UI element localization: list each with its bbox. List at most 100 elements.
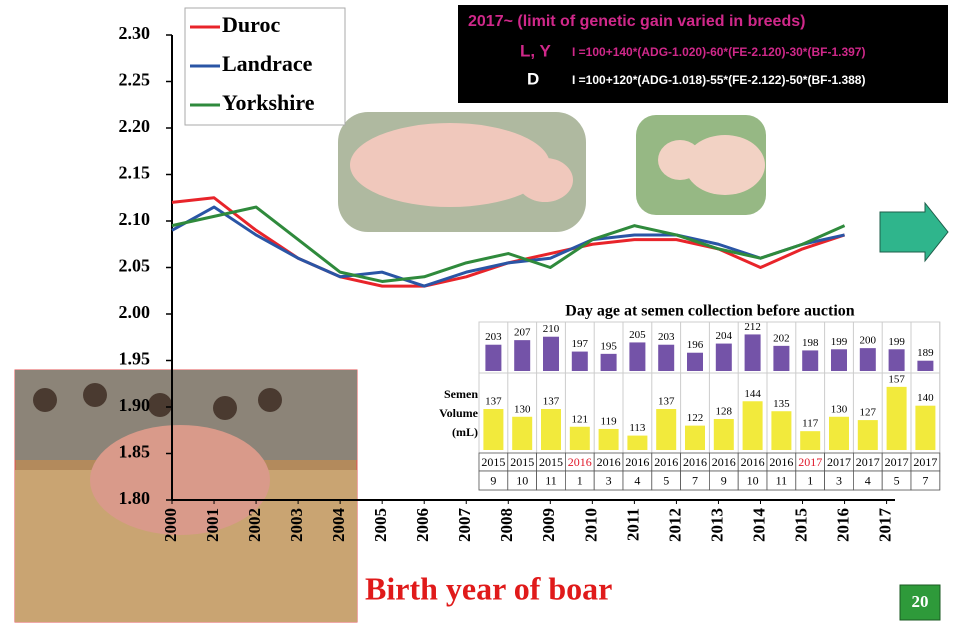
y-tick-label: 1.85: [119, 442, 151, 462]
bar-value-label: 128: [716, 406, 733, 418]
month-label: 1: [577, 473, 583, 487]
month-label: 11: [545, 473, 557, 487]
chart: 1.801.851.901.952.002.052.102.152.202.25…: [0, 0, 957, 625]
legend-label: Duroc: [222, 12, 280, 37]
bar-value-label: 113: [629, 422, 646, 434]
bar-value-label: 199: [888, 336, 905, 348]
series-label: Semen Volume (mL): [412, 385, 478, 442]
x-tick-label: 2002: [245, 508, 264, 542]
bar: [627, 436, 647, 450]
bar: [541, 409, 561, 450]
bar-value-label: 202: [773, 332, 790, 344]
y-tick-label: 2.10: [119, 209, 151, 229]
x-tick-label: 2011: [623, 508, 642, 541]
bar: [572, 352, 588, 371]
x-tick-label: 2006: [413, 508, 432, 542]
year-label: 2016: [741, 455, 765, 469]
bar: [685, 426, 705, 450]
breed-label: D: [527, 69, 539, 88]
year-label: 2016: [654, 455, 678, 469]
inset-title: Day age at semen collection before aucti…: [565, 303, 855, 320]
bar: [543, 337, 559, 371]
bar: [800, 431, 820, 450]
year-label: 2017: [827, 455, 851, 469]
bar-value-label: 203: [485, 331, 502, 343]
x-tick-label: 2013: [707, 508, 726, 542]
bar-value-label: 212: [744, 321, 761, 333]
x-tick-label: 2009: [539, 508, 558, 542]
bar-value-label: 121: [572, 413, 589, 425]
bar-value-label: 199: [831, 336, 848, 348]
bar: [599, 429, 619, 450]
bar: [483, 409, 503, 450]
year-label: 2016: [625, 455, 649, 469]
bar: [658, 345, 674, 371]
bar: [889, 349, 905, 371]
y-tick-label: 2.15: [119, 163, 151, 183]
bar-value-label: 200: [860, 335, 877, 347]
bar: [773, 346, 789, 371]
x-tick-label: 2010: [581, 508, 600, 542]
bar: [687, 353, 703, 371]
bar-value-label: 117: [802, 418, 819, 430]
bar-value-label: 135: [773, 398, 790, 410]
bar: [771, 411, 791, 450]
bar-value-label: 127: [860, 407, 877, 419]
bar-value-label: 204: [716, 330, 733, 342]
bar: [915, 406, 935, 450]
month-label: 11: [776, 473, 788, 487]
year-label: 2016: [568, 455, 592, 469]
formula: I =100+120*(ADG-1.018)-55*(FE-2.122)-50*…: [572, 73, 865, 87]
y-tick-label: 2.25: [119, 70, 151, 90]
bar-value-label: 130: [514, 403, 531, 415]
legend-label: Landrace: [222, 51, 313, 76]
x-axis-title: Birth year of boar: [365, 570, 612, 606]
bar: [656, 409, 676, 450]
bar-value-label: 140: [917, 392, 934, 404]
x-tick-label: 2012: [665, 508, 684, 542]
bar-value-label: 195: [600, 340, 617, 352]
bar: [512, 417, 532, 450]
month-label: 9: [721, 473, 727, 487]
bar: [917, 361, 933, 371]
page-number: 20: [912, 592, 929, 611]
y-tick-label: 2.05: [119, 256, 151, 276]
y-tick-label: 2.20: [119, 116, 151, 136]
arrow: [880, 203, 948, 261]
year-label: 2015: [510, 455, 534, 469]
bar: [601, 354, 617, 371]
formula: I =100+140*(ADG-1.020)-60*(FE-2.120)-30*…: [572, 45, 865, 59]
y-tick-label: 1.80: [119, 488, 151, 508]
year-label: 2016: [597, 455, 621, 469]
bar-value-label: 197: [572, 338, 589, 350]
bar: [829, 417, 849, 450]
bar: [485, 345, 501, 371]
bar-value-label: 137: [658, 396, 675, 408]
month-label: 7: [692, 473, 698, 487]
x-tick-label: 2008: [497, 508, 516, 542]
bar: [743, 401, 763, 450]
bar: [831, 349, 847, 371]
bar-value-label: 122: [687, 412, 704, 424]
photo-pig-yorkshire: [636, 115, 766, 215]
x-tick-label: 2014: [749, 508, 768, 543]
month-label: 4: [865, 473, 871, 487]
month-label: 9: [490, 473, 496, 487]
bar: [629, 342, 645, 371]
bar: [714, 419, 734, 450]
month-label: 3: [836, 473, 842, 487]
bar-value-label: 196: [687, 339, 704, 351]
photo-auction: [15, 370, 357, 622]
month-label: 7: [922, 473, 928, 487]
bar-value-label: 130: [831, 403, 848, 415]
month-label: 5: [894, 473, 900, 487]
breed-label: L, Y: [520, 41, 552, 60]
bar-value-label: 144: [744, 388, 761, 400]
bar-value-label: 189: [917, 347, 934, 359]
x-tick-label: 2003: [287, 508, 306, 542]
year-label: 2016: [769, 455, 793, 469]
bar: [802, 350, 818, 371]
year-label: 2015: [481, 455, 505, 469]
bar: [514, 340, 530, 371]
x-tick-label: 2016: [833, 508, 852, 542]
